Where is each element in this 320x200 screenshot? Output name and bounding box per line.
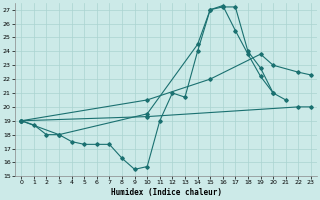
X-axis label: Humidex (Indice chaleur): Humidex (Indice chaleur) (111, 188, 221, 197)
